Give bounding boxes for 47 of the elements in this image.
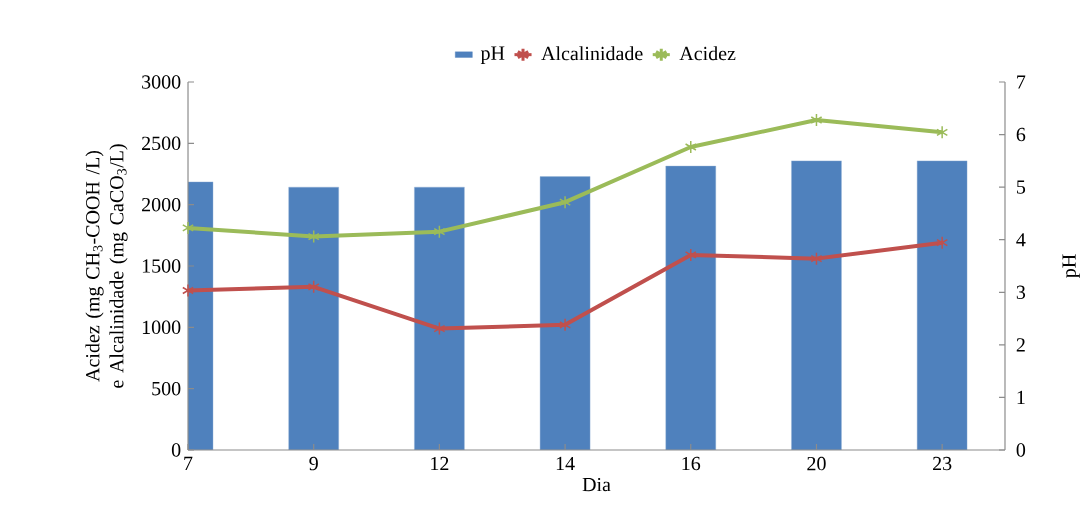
y2-tick-label: 4 <box>1016 233 1026 247</box>
point <box>182 283 194 298</box>
x-tick-label: 16 <box>682 456 701 471</box>
bar <box>665 165 716 450</box>
y-tick-label: 2500 <box>142 136 181 151</box>
y2-tick-label: 3 <box>1016 285 1026 299</box>
point <box>307 280 320 294</box>
x-axis-title: Dia <box>582 477 611 492</box>
y-tick-label: 2000 <box>142 197 181 212</box>
point <box>810 113 823 127</box>
point <box>182 221 194 235</box>
x-tick-label: 14 <box>556 456 575 471</box>
point <box>936 125 949 140</box>
y2-axis-title: pH <box>1062 254 1080 278</box>
bar <box>288 186 339 450</box>
point <box>684 140 697 154</box>
x-tick-label: 9 <box>309 456 318 471</box>
point <box>559 318 572 332</box>
point <box>684 248 697 262</box>
x-tick-label: 23 <box>933 456 952 471</box>
y2-tick-label: 0 <box>1016 443 1026 457</box>
y2-tick-label: 6 <box>1016 127 1026 142</box>
y2-tick-label: 7 <box>1017 75 1026 89</box>
bar <box>916 160 968 450</box>
bar <box>414 186 465 450</box>
point <box>307 229 320 244</box>
point <box>810 251 823 266</box>
x-tick-label: 20 <box>807 456 826 471</box>
point <box>936 235 949 250</box>
point <box>559 195 572 209</box>
y-tick-label: 1500 <box>142 259 181 273</box>
x-tick-label: 12 <box>431 456 449 471</box>
bar <box>791 160 842 450</box>
y2-tick-label: 2 <box>1016 338 1025 352</box>
y2-tick-label: 1 <box>1017 390 1025 405</box>
legend-label: Alcalinidade <box>541 46 643 61</box>
legend-label: pH <box>480 46 505 64</box>
point <box>433 321 446 336</box>
y2-tick-label: 5 <box>1017 180 1026 194</box>
y-tick-label: 500 <box>152 381 181 396</box>
y-tick-label: 0 <box>171 443 181 457</box>
bar <box>539 176 591 450</box>
x-tick-label: 7 <box>184 456 193 470</box>
y-tick-label: 3000 <box>142 75 181 89</box>
y-tick-label: 1000 <box>142 320 181 335</box>
legend-label: Acidez <box>679 46 736 61</box>
point <box>433 224 446 239</box>
